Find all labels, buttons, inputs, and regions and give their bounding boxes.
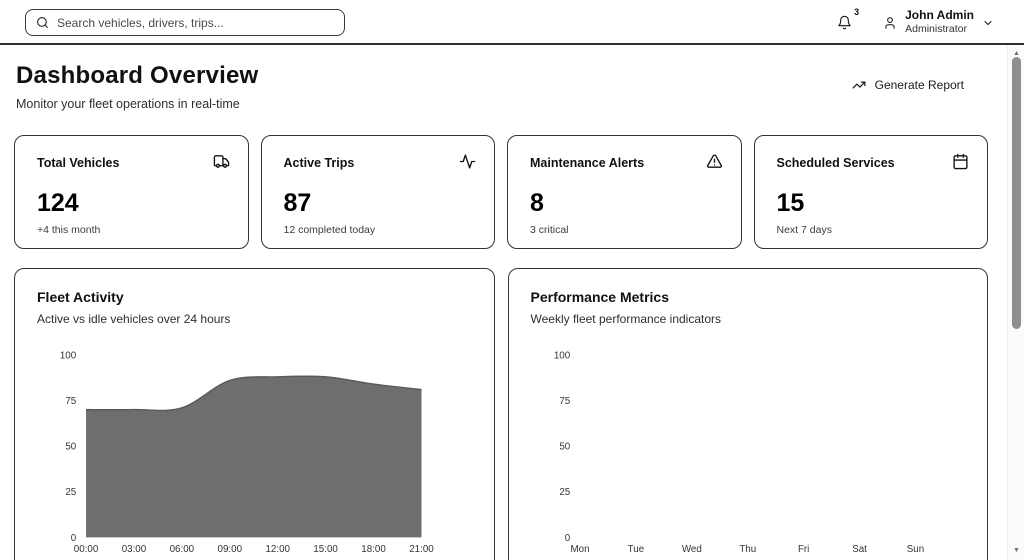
stat-sub: 12 completed today [283,224,376,236]
svg-text:100: 100 [60,350,77,361]
svg-text:12:00: 12:00 [265,544,290,555]
topbar: 3 John Admin Administrator [0,0,1024,45]
performance-metrics-chart: 0 25 50 75 100 Mon Tue Wed Thu Fri Sat Sun [553,350,923,555]
svg-text:Sat: Sat [852,544,867,555]
svg-text:06:00: 06:00 [170,544,195,555]
chart-subtitle: Active vs idle vehicles over 24 hours [37,312,231,326]
stat-label: Total Vehicles [37,156,120,170]
alert-triangle-icon [706,153,723,175]
svg-text:50: 50 [65,442,76,453]
svg-text:75: 75 [559,396,570,407]
generate-report-label: Generate Report [874,78,964,92]
svg-text:25: 25 [65,487,76,498]
notification-count-badge: 3 [854,6,860,17]
svg-text:15:00: 15:00 [313,544,338,555]
svg-text:0: 0 [71,533,77,544]
chart-subtitle: Weekly fleet performance indicators [530,312,722,326]
stat-value: 8 [530,189,544,217]
svg-text:Tue: Tue [627,544,644,555]
svg-text:Fri: Fri [797,544,808,555]
stat-value: 87 [283,189,312,217]
svg-text:21:00: 21:00 [409,544,434,555]
calendar-icon [952,153,969,175]
stat-sub: Next 7 days [776,224,832,236]
generate-report-button[interactable]: Generate Report [852,78,964,92]
activity-icon [459,153,476,175]
performance-metrics-card: Performance Metrics Weekly fleet perform… [507,268,988,560]
svg-text:25: 25 [559,487,570,498]
user-role: Administrator [905,23,967,36]
truck-icon [213,153,230,175]
page-header: Dashboard Overview Monitor your fleet op… [16,45,988,127]
stat-card-scheduled-services: Scheduled Services 15 Next 7 days [753,135,988,249]
fleet-activity-chart: 0 25 50 75 100 00:00 03:00 06:00 09:00 12:00 15:00… [60,350,434,555]
scrollbar-down-arrow[interactable]: ▼ [1008,542,1024,558]
stat-sub: 3 critical [530,224,569,236]
stat-card-total-vehicles: Total Vehicles 124 +4 this month [14,135,249,249]
search-box[interactable] [25,9,345,36]
vertical-scrollbar: ▲ ▼ [1007,45,1024,560]
svg-text:03:00: 03:00 [122,544,147,555]
svg-text:100: 100 [553,350,570,361]
user-menu[interactable]: John Admin Administrator [883,8,994,36]
page-subtitle: Monitor your fleet operations in real-ti… [16,97,240,111]
svg-text:Sun: Sun [906,544,923,555]
svg-text:Thu: Thu [739,544,756,555]
trending-up-icon [852,81,866,89]
svg-text:Wed: Wed [681,544,701,555]
charts-row: Fleet Activity Active vs idle vehicles o… [14,268,988,560]
stat-value: 15 [776,189,805,217]
fleet-activity-card: Fleet Activity Active vs idle vehicles o… [14,268,495,560]
stat-label: Scheduled Services [776,156,895,170]
scrollbar-thumb[interactable] [1012,57,1021,329]
stat-sub: +4 this month [37,224,101,236]
scrollbar-up-arrow[interactable]: ▲ [1008,45,1024,61]
chevron-down-icon [984,20,992,25]
svg-text:50: 50 [559,442,570,453]
svg-text:75: 75 [65,396,76,407]
stats-row: Total Vehicles 124 +4 this month Active … [14,135,988,249]
search-input[interactable] [57,15,334,30]
notifications-button[interactable]: 3 [831,6,860,36]
stat-card-maintenance-alerts: Maintenance Alerts 8 3 critical [507,135,742,249]
stat-label: Maintenance Alerts [530,156,645,170]
svg-text:0: 0 [564,533,570,544]
svg-text:00:00: 00:00 [74,544,99,555]
chart-title: Fleet Activity [37,289,124,305]
chart-title: Performance Metrics [530,289,670,305]
svg-text:Mon: Mon [570,544,589,555]
stat-value: 124 [37,189,79,217]
bell-icon [837,15,851,30]
search-icon [37,17,48,28]
user-name: John Admin [905,8,974,23]
page-title: Dashboard Overview [16,62,259,89]
stat-label: Active Trips [283,156,355,170]
svg-text:18:00: 18:00 [361,544,386,555]
user-icon [885,16,895,29]
main-content: Dashboard Overview Monitor your fleet op… [0,45,1006,560]
stat-card-active-trips: Active Trips 87 12 completed today [260,135,495,249]
svg-text:09:00: 09:00 [218,544,243,555]
